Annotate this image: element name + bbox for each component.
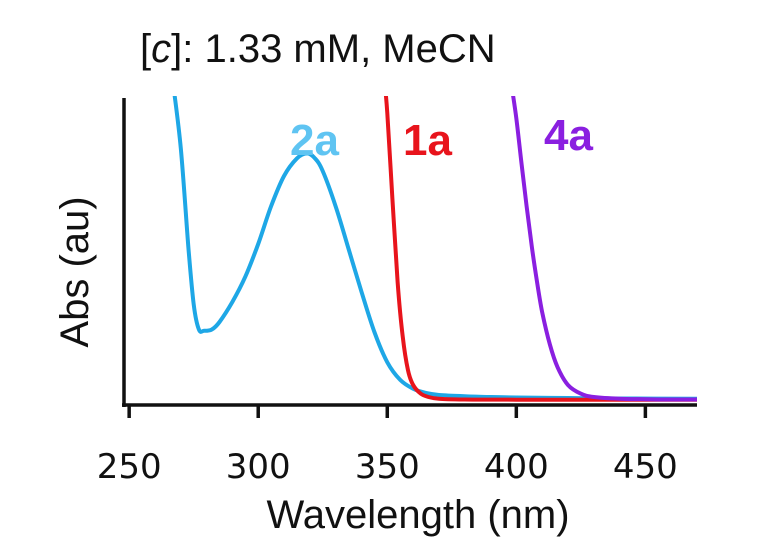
series-labels: 2a 1a 4a: [290, 111, 593, 165]
x-tick-label: 450: [613, 447, 678, 487]
series-lines: [172, 96, 697, 402]
series-label-4a: 4a: [544, 111, 593, 160]
plot-area: 250 300 350 400 450 2a 1a 4a: [97, 96, 697, 487]
x-tick-label: 300: [226, 447, 291, 487]
x-tick-label: 350: [355, 447, 420, 487]
chart-title: [c]: 1.33 mM, MeCN: [140, 27, 496, 71]
y-axis-label: Abs (au): [53, 196, 97, 347]
x-axis-label: Wavelength (nm): [266, 493, 569, 537]
x-tick-label: 400: [484, 447, 549, 487]
series-line-1a: [383, 96, 697, 402]
x-tick-label: 250: [97, 447, 162, 487]
series-label-1a: 1a: [403, 116, 452, 165]
x-ticks: 250 300 350 400 450: [97, 405, 678, 487]
series-line-4a: [511, 96, 697, 402]
series-label-2a: 2a: [290, 116, 339, 165]
series-line-2a: [172, 96, 697, 401]
